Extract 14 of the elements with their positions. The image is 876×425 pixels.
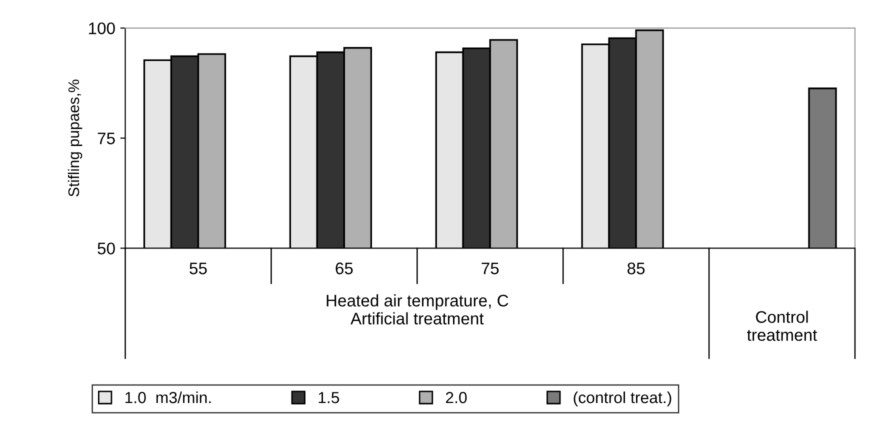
x-tick-label: 75 (482, 262, 499, 274)
y-tick-label: 100 (89, 22, 115, 34)
y-tick-label: 50 (98, 242, 115, 254)
legend-label: (control treat.) (574, 391, 672, 406)
legend-label: 1.0 m3/min. (125, 391, 211, 404)
x-tick-label: 85 (628, 262, 645, 274)
y-axis-title: Stifling pupaes,% (68, 80, 82, 196)
x-tick-label: 65 (336, 262, 353, 274)
x-tick-label: 55 (190, 262, 207, 274)
legend-label: 1.5 (318, 392, 340, 404)
x-axis-title: Heated air temprature, C Artificial treatment (326, 294, 508, 324)
legend-label: 2.0 (446, 392, 467, 404)
y-tick-label: 75 (98, 132, 115, 144)
text: Control treatment (747, 310, 818, 341)
